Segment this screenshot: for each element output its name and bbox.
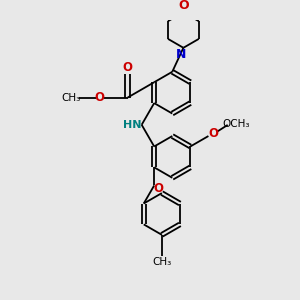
Text: O: O xyxy=(208,127,218,140)
Text: CH₃: CH₃ xyxy=(152,257,172,267)
Text: OCH₃: OCH₃ xyxy=(222,118,250,128)
Text: O: O xyxy=(153,182,164,195)
Text: O: O xyxy=(95,91,105,104)
Text: N: N xyxy=(176,48,186,61)
Text: HN: HN xyxy=(123,120,141,130)
Text: O: O xyxy=(123,61,133,74)
Text: CH₃: CH₃ xyxy=(61,92,80,103)
Text: O: O xyxy=(178,0,189,12)
